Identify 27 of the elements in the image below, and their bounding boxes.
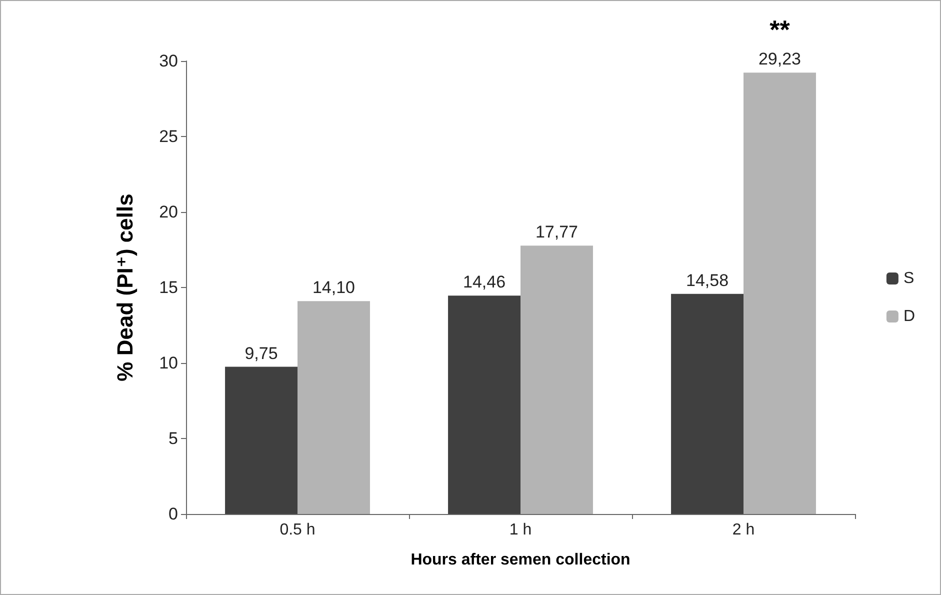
y-tick-label: 10: [159, 354, 178, 372]
annotation: **: [770, 14, 791, 45]
y-tick-label: 15: [159, 278, 178, 297]
x-tick-label: 0.5 h: [280, 522, 316, 538]
y-axis-title: % Dead (PI⁺) cells: [112, 194, 138, 382]
data-label: 17,77: [535, 222, 578, 242]
y-tick-label: 5: [168, 429, 178, 448]
bar: [298, 301, 370, 514]
y-tick-label: 25: [159, 127, 178, 146]
y-tick-label: 20: [159, 202, 178, 222]
x-tick-label: 1 h: [509, 522, 532, 538]
data-label: 14,58: [686, 270, 729, 290]
y-tick-label: 0: [168, 504, 178, 524]
bar: [225, 366, 298, 514]
legend-label: D: [903, 308, 916, 325]
data-label: 14,10: [312, 278, 356, 298]
data-label: 14,46: [462, 272, 506, 292]
data-label: 29,23: [758, 50, 802, 69]
data-label: 9,75: [244, 344, 278, 363]
bar: [520, 246, 593, 514]
bar: [744, 72, 816, 514]
legend-label: S: [903, 270, 914, 287]
bar: [671, 294, 744, 514]
bar: [448, 296, 520, 514]
x-tick-label: 2 h: [732, 522, 755, 538]
x-axis-title: Hours after semen collection: [410, 552, 630, 568]
y-tick-label: 30: [159, 52, 178, 70]
